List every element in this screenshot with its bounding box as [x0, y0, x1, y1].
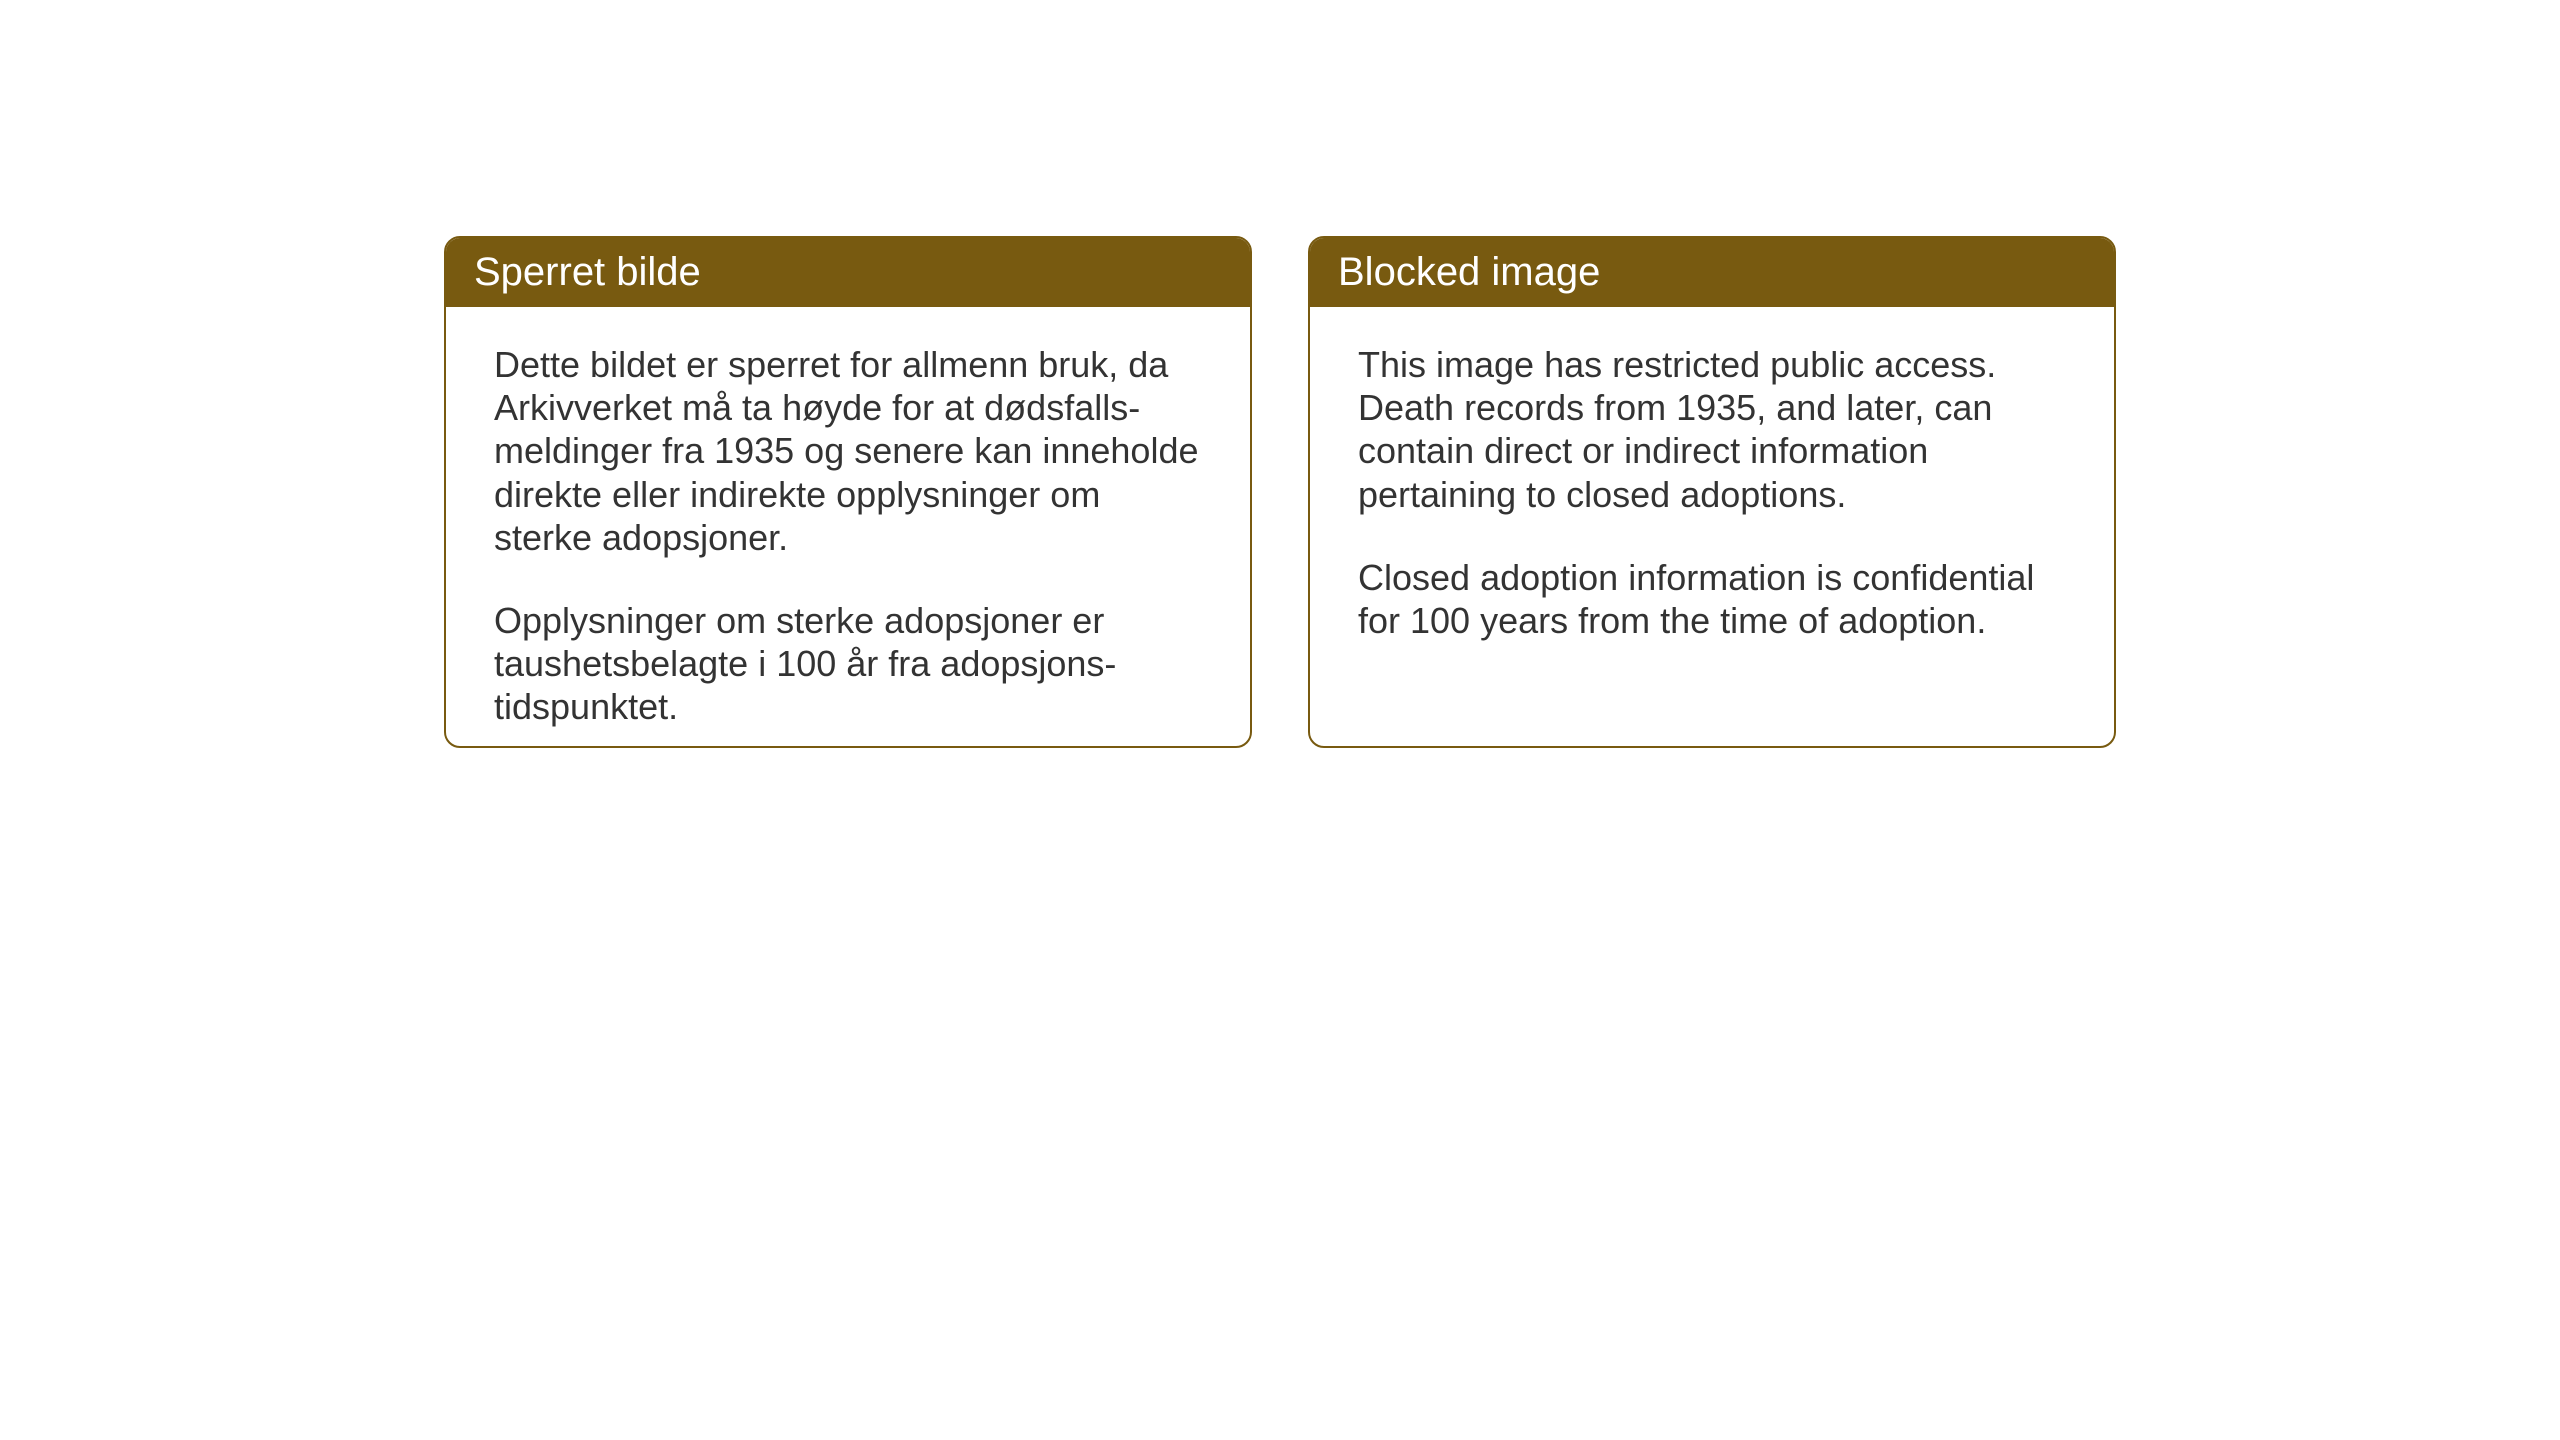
norwegian-notice-card: Sperret bilde Dette bildet er sperret fo…	[444, 236, 1252, 748]
english-card-title: Blocked image	[1338, 250, 1600, 294]
norwegian-card-header: Sperret bilde	[446, 238, 1250, 307]
english-card-header: Blocked image	[1310, 238, 2114, 307]
norwegian-card-title: Sperret bilde	[474, 250, 701, 294]
english-notice-card: Blocked image This image has restricted …	[1308, 236, 2116, 748]
english-paragraph-2: Closed adoption information is confident…	[1358, 556, 2066, 642]
notice-cards-container: Sperret bilde Dette bildet er sperret fo…	[444, 236, 2116, 748]
norwegian-card-body: Dette bildet er sperret for allmenn bruk…	[446, 307, 1250, 748]
norwegian-paragraph-1: Dette bildet er sperret for allmenn bruk…	[494, 343, 1202, 559]
norwegian-paragraph-2: Opplysninger om sterke adopsjoner er tau…	[494, 599, 1202, 729]
english-paragraph-1: This image has restricted public access.…	[1358, 343, 2066, 516]
english-card-body: This image has restricted public access.…	[1310, 307, 2114, 678]
